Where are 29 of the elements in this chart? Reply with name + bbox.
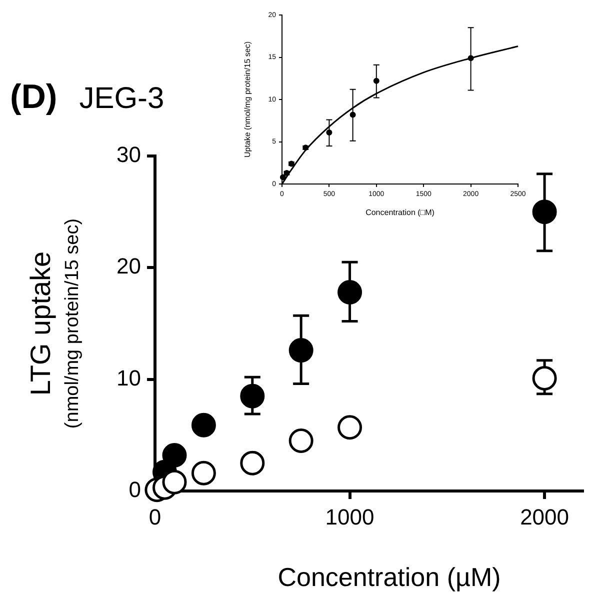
point (350, 112, 356, 118)
point (280, 174, 286, 180)
point (338, 280, 362, 304)
point (326, 129, 332, 136)
point (373, 78, 380, 84)
point (162, 443, 187, 468)
point (240, 384, 265, 408)
y-tick-label: 20 (116, 254, 141, 279)
x-axis-title: Concentration (□M) (366, 208, 435, 217)
point (532, 200, 557, 224)
point (191, 412, 216, 438)
point (338, 415, 362, 440)
point (162, 470, 187, 494)
x-tick-label: 2000 (520, 504, 570, 530)
point (288, 428, 314, 453)
chart-title: (D) (10, 78, 58, 116)
x-axis-title: Concentration (µM) (278, 562, 501, 592)
chart-subtitle: JEG-3 (79, 82, 164, 115)
point (288, 338, 314, 363)
y-axis-title: LTG uptake (nmol/mg protein/15 sec) (25, 218, 83, 429)
y-tick-label: 10 (116, 365, 141, 390)
y-axis-title: Uptake (nmol/mg protein/15 sec) (243, 41, 252, 158)
y-tick-label: 0 (128, 477, 141, 502)
point (191, 460, 216, 486)
point (532, 366, 557, 390)
x-tick-label: 1000 (325, 504, 374, 530)
point (240, 450, 265, 476)
y-tick-label: 30 (116, 142, 141, 168)
x-tick-label: 0 (148, 504, 162, 530)
